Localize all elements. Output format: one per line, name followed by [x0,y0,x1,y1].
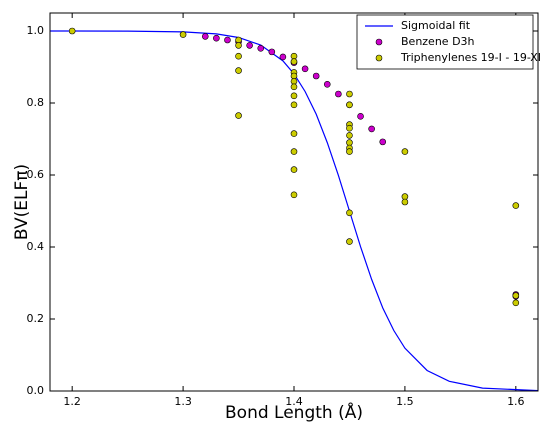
point [268,48,276,56]
point [290,101,298,109]
point [290,148,298,155]
point [235,42,242,49]
point [346,132,353,139]
point [323,80,331,88]
legend-box [356,14,534,70]
point [346,90,353,98]
point [368,125,375,133]
point [246,42,253,49]
point [235,52,242,60]
legend-key [375,38,383,46]
legend-label: Benzene D3h [401,35,475,48]
point [201,33,209,40]
point [290,130,298,137]
y-tick-label: 1.0 [27,24,45,37]
point [290,191,298,199]
point [179,31,187,38]
point [401,198,409,206]
x-tick-label: 1.2 [63,395,81,408]
point [290,92,298,100]
point [235,112,242,119]
point [257,44,265,52]
point [357,113,364,120]
x-tick-label: 1.5 [396,395,414,408]
point [512,292,520,299]
point [301,65,309,73]
point [290,78,298,85]
point [235,36,242,44]
y-tick-label: 0.2 [27,312,45,325]
point [312,72,320,80]
point [346,238,353,245]
point [512,299,520,307]
plot-frame [49,12,539,392]
point [290,58,298,65]
point [346,209,353,217]
point [68,27,76,35]
y-tick-label: 0.4 [27,240,45,253]
point [290,83,298,91]
point [346,101,353,109]
y-tick-label: 0.8 [27,96,45,109]
point [512,202,520,209]
point [346,124,353,132]
x-tick-label: 1.3 [174,395,192,408]
point [235,67,242,74]
point [379,138,387,146]
point [224,36,231,44]
point [335,90,342,98]
point [346,148,353,155]
point [290,166,298,173]
x-axis-label: Bond Length (Å) [225,401,363,423]
legend-key [375,54,383,62]
x-tick-label: 1.4 [285,395,303,408]
y-tick-label: 0.0 [27,384,45,397]
y-tick-label: 0.6 [27,168,45,181]
legend-label: Triphenylenes 19-I - 19-XI [400,51,541,64]
point [213,34,220,42]
point [279,53,287,61]
point [290,72,298,80]
point [401,148,409,155]
x-tick-label: 1.6 [507,395,525,408]
legend-label: Sigmoidal fit [401,19,471,32]
y-axis-label: BV(ELFπ) [12,164,32,240]
